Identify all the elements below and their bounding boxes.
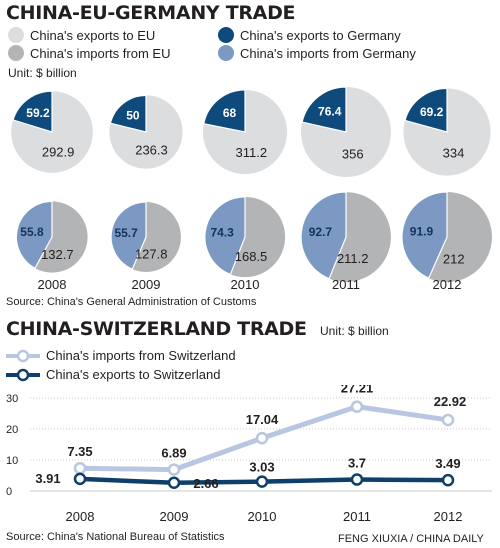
legend-exports-germany: China's exports to Germany bbox=[218, 27, 401, 43]
pie-label-exports-germany: 59.2 bbox=[26, 106, 50, 120]
legend-swatch-imports-eu bbox=[8, 45, 24, 61]
series-point-1 bbox=[350, 473, 364, 486]
pie-slice-imports-germany-1 bbox=[110, 201, 147, 270]
pie-label-imports-germany: 55.7 bbox=[114, 226, 138, 240]
series-point-0 bbox=[167, 463, 181, 476]
switzerland-unit: Unit: $ billion bbox=[320, 324, 389, 338]
legend-label: China's exports to Germany bbox=[240, 27, 401, 43]
legend-label: China's imports from Switzerland bbox=[46, 348, 236, 363]
data-label-exports: 3.91 bbox=[35, 471, 60, 486]
x-tick-label: 2012 bbox=[434, 509, 463, 524]
data-label-imports: 7.35 bbox=[67, 444, 92, 459]
pie-slice-exports-germany-4 bbox=[404, 87, 448, 133]
pie-slice-exports-germany-3 bbox=[301, 86, 347, 133]
pie-label-exports-eu: 292.9 bbox=[42, 144, 75, 159]
pie-slice-imports-germany-0 bbox=[15, 200, 53, 270]
legend-swiss-exports: China's exports to Switzerland bbox=[6, 367, 220, 382]
x-tick-label: 2010 bbox=[248, 509, 277, 524]
pie-label-imports-eu: 212 bbox=[443, 251, 465, 266]
legend-swatch-imports-germany bbox=[218, 45, 234, 61]
series-point-1 bbox=[255, 475, 269, 488]
data-label-imports: 6.89 bbox=[161, 446, 186, 461]
pie-slice-exports-germany-0 bbox=[12, 90, 53, 133]
pie-year-label: 2010 bbox=[231, 277, 260, 292]
pie-label-exports-eu: 311.2 bbox=[236, 145, 268, 160]
pie-slice-exports-germany-1 bbox=[109, 94, 147, 133]
switzerland-title: CHINA-SWITZERLAND TRADE bbox=[6, 318, 307, 340]
pie-label-imports-eu: 132.7 bbox=[41, 247, 74, 262]
pie-label-imports-germany: 92.7 bbox=[309, 225, 333, 239]
pie-slice-imports-germany-3 bbox=[300, 191, 347, 280]
pie-year-label: 2008 bbox=[38, 277, 67, 292]
series-point-0 bbox=[255, 431, 269, 445]
pie-label-exports-germany: 68 bbox=[223, 106, 237, 120]
eu-germany-source: Source: China's General Administration o… bbox=[6, 296, 257, 308]
pie-slice-exports-germany-2 bbox=[203, 89, 246, 133]
y-tick-label: 0 bbox=[6, 486, 12, 498]
legend-label: China's exports to EU bbox=[30, 27, 156, 43]
y-tick-label: 30 bbox=[6, 393, 18, 405]
legend-imports-eu: China's imports from EU bbox=[8, 45, 170, 61]
pie-label-exports-germany: 50 bbox=[126, 108, 140, 122]
legend-swatch-exports-germany bbox=[218, 27, 234, 43]
pie-year-label: 2012 bbox=[433, 277, 462, 292]
series-point-0 bbox=[441, 413, 455, 427]
pie-label-exports-germany: 76.4 bbox=[318, 105, 342, 119]
y-tick-label: 20 bbox=[6, 424, 18, 436]
pie-label-imports-germany: 55.8 bbox=[20, 225, 44, 239]
switzerland-source: Source: China's National Bureau of Stati… bbox=[6, 531, 225, 543]
eu-germany-title: CHINA-EU-GERMANY TRADE bbox=[6, 2, 296, 24]
data-label-imports: 17.04 bbox=[246, 412, 279, 427]
pie-label-imports-germany: 74.3 bbox=[210, 226, 234, 240]
series-point-0 bbox=[73, 461, 87, 475]
data-label-imports: 22.92 bbox=[434, 394, 467, 409]
pie-slice-imports-germany-2 bbox=[204, 196, 246, 276]
series-point-1 bbox=[73, 472, 87, 486]
x-tick-label: 2009 bbox=[160, 509, 189, 524]
pie-label-imports-eu: 127.8 bbox=[135, 247, 168, 262]
legend-imports-germany: China's imports from Germany bbox=[218, 45, 416, 61]
pie-label-exports-eu: 236.3 bbox=[135, 142, 168, 157]
legend-label: China's imports from EU bbox=[30, 45, 171, 61]
pie-label-exports-eu: 356 bbox=[342, 146, 364, 161]
x-tick-label: 2008 bbox=[66, 509, 95, 524]
y-tick-label: 10 bbox=[6, 455, 18, 467]
legend-swiss-imports: China's imports from Switzerland bbox=[6, 348, 236, 363]
pie-year-label: 2011 bbox=[332, 277, 360, 292]
legend-swatch-swiss-exports bbox=[6, 368, 40, 381]
pie-year-label: 2009 bbox=[132, 277, 161, 292]
legend-swatch-exports-eu bbox=[8, 27, 24, 43]
data-label-imports: 27.21 bbox=[341, 385, 374, 396]
legend-label: China's imports from Germany bbox=[240, 45, 416, 61]
pie-label-exports-eu: 334 bbox=[443, 146, 465, 161]
pie-charts: 59.2 292.9 50 236.3 68 311.2 76.4 356 69.2 334 55.… bbox=[11, 86, 492, 292]
pie-label-imports-germany: 91.9 bbox=[410, 225, 434, 239]
x-tick-label: 2011 bbox=[343, 509, 371, 524]
eu-germany-unit: Unit: $ billion bbox=[8, 66, 77, 80]
pie-label-imports-eu: 211.2 bbox=[337, 251, 369, 266]
credit: FENG XIUXIA / CHINA DAILY bbox=[338, 533, 484, 545]
data-label-exports: 3.49 bbox=[435, 456, 460, 471]
pie-label-imports-eu: 168.5 bbox=[235, 249, 268, 264]
series-point-0 bbox=[350, 400, 364, 413]
data-label-exports: 3.7 bbox=[348, 456, 366, 471]
switzerland-line-chart: 0 10 20 30 2008 2009 2010 2011 2012 7.35 6.89 17.04… bbox=[6, 385, 492, 524]
pie-label-exports-germany: 69.2 bbox=[420, 105, 444, 119]
series-point-1 bbox=[167, 476, 181, 490]
legend-swatch-swiss-imports bbox=[6, 349, 40, 362]
series-point-1 bbox=[441, 473, 455, 487]
data-label-exports: 2.66 bbox=[193, 476, 218, 491]
legend-label: China's exports to Switzerland bbox=[46, 367, 221, 382]
legend-exports-eu: China's exports to EU bbox=[8, 27, 155, 43]
pie-slice-imports-germany-4 bbox=[401, 191, 448, 279]
data-label-exports: 3.03 bbox=[249, 460, 274, 475]
